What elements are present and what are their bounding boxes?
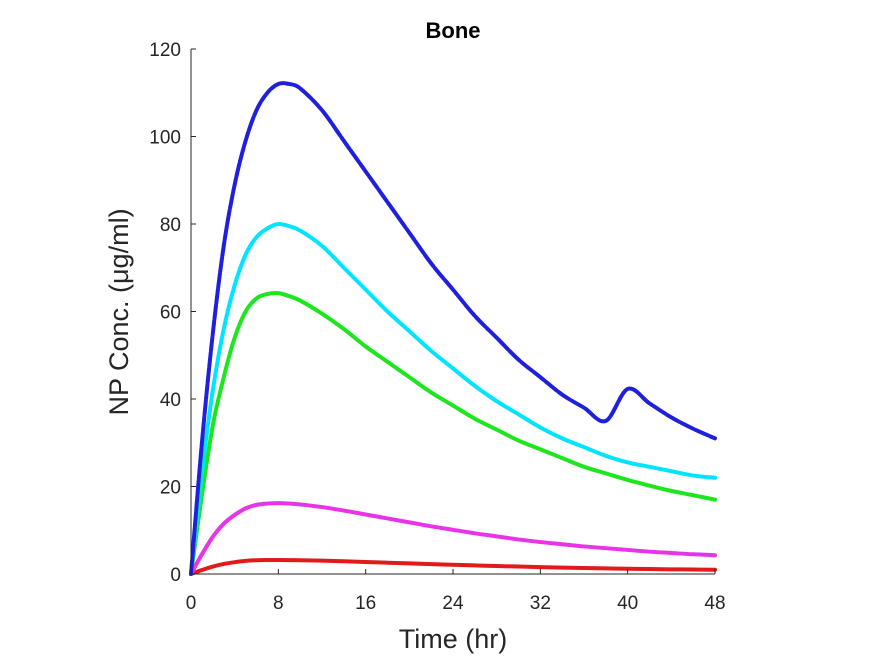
series-line-1 (189, 81, 717, 576)
y-tick-label: 0 (170, 565, 181, 586)
series-lines (189, 81, 717, 576)
x-axis-title: Time (hr) (399, 624, 508, 654)
y-tick-label: 60 (160, 303, 181, 324)
series-line-4 (189, 501, 717, 576)
x-tick-label: 48 (704, 593, 725, 614)
y-tick-label: 80 (160, 215, 181, 236)
y-axis-title: NP Conc. (μg/ml) (104, 208, 134, 415)
series-line-3 (189, 290, 717, 576)
chart-title: Bone (426, 18, 481, 43)
x-tick-label: 24 (442, 593, 464, 614)
x-tick-label: 0 (186, 593, 197, 614)
x-tick-label: 16 (355, 593, 376, 614)
x-tick-label: 40 (617, 593, 638, 614)
y-tick-label: 40 (160, 390, 181, 411)
y-tick-label: 120 (149, 40, 181, 61)
axis-ticks: 0 8 16 24 32 40 48 0 20 40 60 80 100 120 (149, 40, 725, 614)
series-line-5 (189, 557, 717, 576)
y-tick-label: 100 (149, 128, 181, 149)
x-tick-label: 32 (530, 593, 551, 614)
y-tick-label: 20 (160, 478, 181, 499)
series-line-2 (189, 221, 717, 576)
x-tick-label: 8 (273, 593, 284, 614)
